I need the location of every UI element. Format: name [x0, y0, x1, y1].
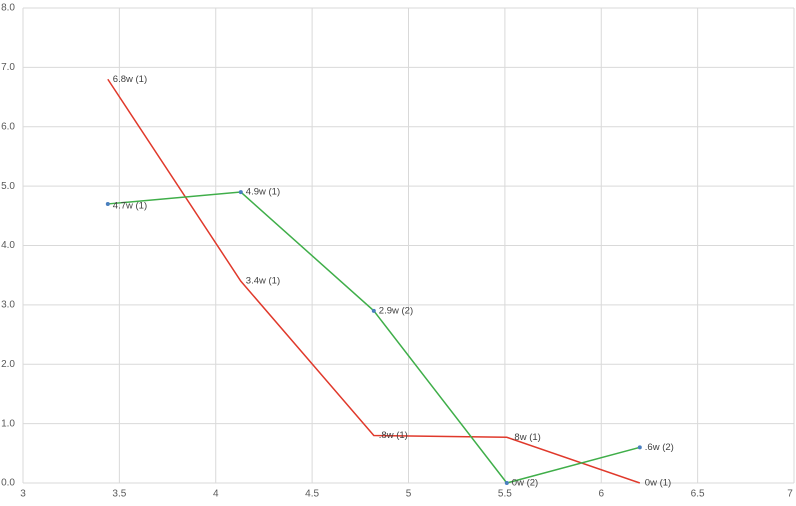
y-tick-label: 8.0 — [1, 3, 15, 14]
x-tick-label: 3.5 — [112, 489, 126, 500]
y-tick-label: 1.0 — [1, 418, 15, 429]
point-marker — [637, 445, 642, 450]
data-label: 3.4w (1) — [246, 276, 280, 287]
y-tick-label: 2.0 — [1, 359, 15, 370]
y-tick-label: 4.0 — [1, 240, 15, 251]
data-label: 0w (2) — [512, 478, 538, 489]
x-tick-label: 3 — [20, 489, 26, 500]
data-label: 4.9w (1) — [246, 187, 280, 198]
data-label: 4.7w (1) — [113, 200, 147, 211]
x-tick-label: 5 — [406, 489, 412, 500]
y-tick-label: 3.0 — [1, 300, 15, 311]
data-label: .8w (1) — [512, 432, 541, 443]
data-label: 0w (1) — [645, 478, 671, 489]
data-label: .6w (2) — [645, 442, 674, 453]
y-tick-label: 6.0 — [1, 121, 15, 132]
x-tick-label: 4.5 — [305, 489, 319, 500]
point-marker — [504, 481, 509, 485]
x-tick-label: 6 — [598, 489, 604, 500]
series-line — [107, 78, 641, 484]
point-marker — [371, 308, 376, 313]
data-label: .8w (1) — [379, 430, 408, 441]
data-label: 6.8w (1) — [113, 74, 147, 85]
x-tick-label: 6.5 — [691, 489, 705, 500]
y-tick-label: 7.0 — [1, 62, 15, 73]
data-label: 2.9w (2) — [379, 305, 413, 316]
x-tick-label: 4 — [213, 489, 219, 500]
point-marker — [105, 201, 110, 206]
y-tick-label: 0.0 — [1, 478, 15, 489]
x-tick-label: 7 — [787, 489, 793, 500]
y-tick-label: 5.0 — [1, 181, 15, 192]
x-tick-label: 5.5 — [498, 489, 512, 500]
series-line — [107, 191, 640, 484]
point-marker — [238, 190, 243, 195]
